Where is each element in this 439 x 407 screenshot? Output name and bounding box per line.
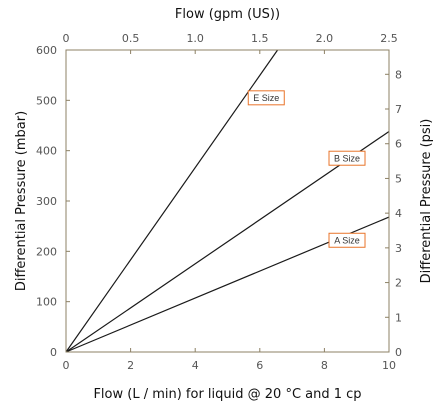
x-tick-label: 10: [382, 359, 396, 372]
right-y-tick-label: 7: [395, 103, 402, 116]
right-y-axis-title: Differential Pressure (psi): [419, 119, 434, 284]
y-tick-label: 300: [36, 195, 57, 208]
right-y-tick-label: 5: [395, 172, 402, 185]
x-tick-label: 4: [192, 359, 199, 372]
top-x-tick-label: 2.0: [316, 32, 334, 45]
b-size-label-box: [328, 150, 366, 166]
x-tick-label: 2: [127, 359, 134, 372]
right-y-tick-label: 3: [395, 242, 402, 255]
y-tick-label: 100: [36, 296, 57, 309]
b-size-label: B Size: [334, 153, 360, 163]
x-tick-label: 8: [321, 359, 328, 372]
y-tick-label: 400: [36, 145, 57, 158]
x-tick-label: 6: [256, 359, 263, 372]
a-size-label: A Size: [334, 235, 360, 245]
x-axis-title: Flow (L / min) for liquid @ 20 °C and 1 …: [93, 387, 361, 402]
e-size-label-box: [247, 90, 285, 106]
top-x-tick-label: 2.5: [380, 32, 398, 45]
y-tick-label: 500: [36, 94, 57, 107]
e-size-line: [65, 49, 279, 353]
right-y-tick-label: 4: [395, 207, 402, 220]
top-x-tick-label: 1.0: [186, 32, 204, 45]
y-tick-label: 600: [36, 44, 57, 57]
a-size-label-box: [328, 232, 366, 248]
y-axis-title: Differential Pressure (mbar): [14, 111, 29, 291]
series-labels: E Size B Size A Size: [247, 90, 366, 248]
x-tick-label: 0: [63, 359, 70, 372]
right-y-tick-label: 8: [395, 68, 402, 81]
right-y-tick-label: 1: [395, 311, 402, 324]
right-y-tick-label: 2: [395, 277, 402, 290]
series-lines: [65, 49, 390, 353]
right-y-tick-label: 0: [395, 346, 402, 359]
right-y-tick-label: 6: [395, 138, 402, 151]
top-x-tick-label: 0.5: [122, 32, 140, 45]
y-tick-label: 200: [36, 245, 57, 258]
top-x-tick-label: 0: [63, 32, 70, 45]
top-x-tick-label: 1.5: [251, 32, 269, 45]
b-size-line: [65, 131, 390, 353]
e-size-label: E Size: [253, 93, 279, 103]
y-tick-label: 0: [50, 346, 57, 359]
top-x-axis-title: Flow (gpm (US)): [175, 7, 280, 22]
plot-frame: [65, 49, 390, 353]
